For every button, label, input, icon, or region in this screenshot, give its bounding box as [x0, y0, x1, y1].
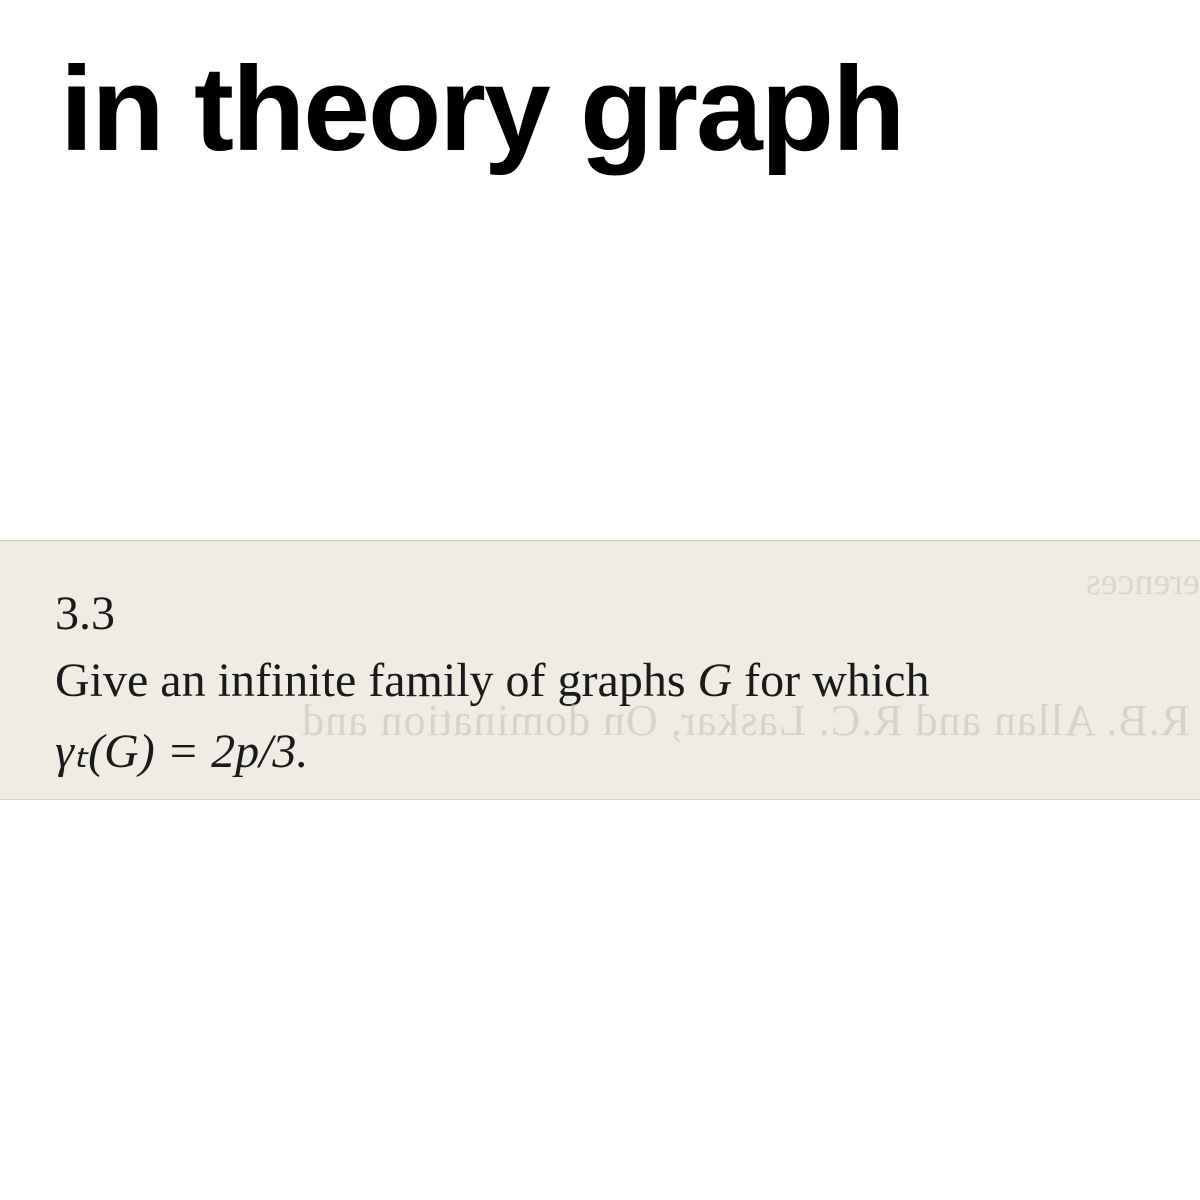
- bleed-through-text: R.B. Allan and R.C. Laskar, On dominatio…: [30, 695, 1190, 746]
- problem-number: 3.3: [55, 580, 190, 647]
- page-title: in theory graph: [60, 40, 1140, 178]
- exercise-problem: 3.3 Give an infinite family of graphs G …: [55, 580, 1190, 786]
